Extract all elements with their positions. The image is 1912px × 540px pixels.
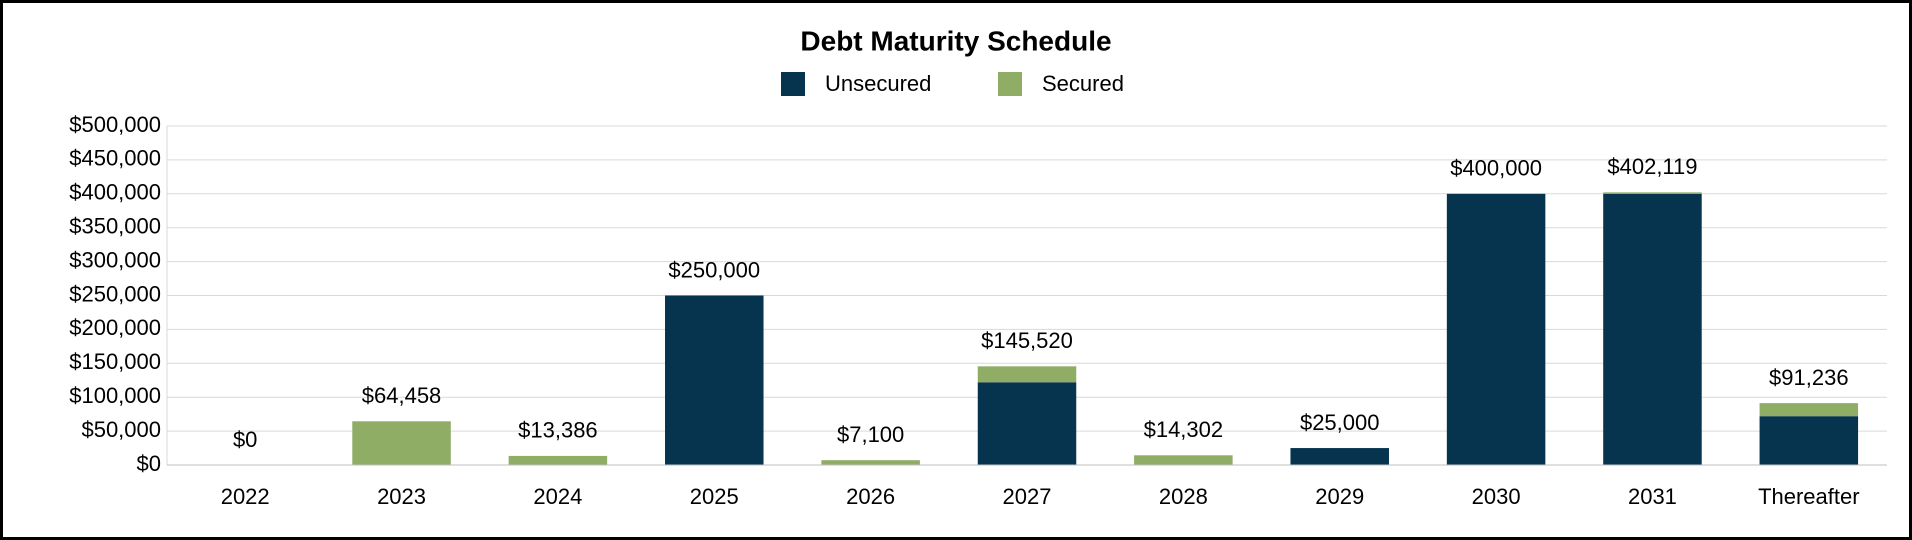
bar-segment bbox=[1134, 455, 1233, 465]
x-tick-label: 2022 bbox=[221, 484, 270, 509]
y-tick-label: $500,000 bbox=[69, 112, 161, 137]
total-label: $14,302 bbox=[1144, 417, 1224, 442]
x-tick-label: 2024 bbox=[533, 484, 582, 509]
total-label: $145,520 bbox=[981, 328, 1073, 353]
total-label: $0 bbox=[233, 427, 257, 452]
bar-segment bbox=[352, 421, 451, 465]
bar-segment bbox=[1446, 193, 1546, 466]
x-tick-label: 2023 bbox=[377, 484, 426, 509]
legend-label: Unsecured bbox=[825, 71, 931, 96]
total-label: $91,236 bbox=[1769, 365, 1849, 390]
total-label: $25,000 bbox=[1300, 410, 1380, 435]
x-tick-label: Thereafter bbox=[1758, 484, 1860, 509]
bar-segment bbox=[508, 455, 608, 465]
y-tick-label: $0 bbox=[137, 451, 161, 476]
y-tick-label: $150,000 bbox=[69, 349, 161, 374]
y-tick-label: $100,000 bbox=[69, 383, 161, 408]
y-tick-label: $250,000 bbox=[69, 281, 161, 306]
x-tick-label: 2031 bbox=[1628, 484, 1677, 509]
legend-swatch bbox=[781, 72, 805, 96]
bar-segment bbox=[977, 382, 1077, 465]
bar-segment bbox=[665, 295, 764, 465]
y-tick-label: $350,000 bbox=[69, 214, 161, 239]
x-tick-label: 2028 bbox=[1159, 484, 1208, 509]
x-tick-label: 2026 bbox=[846, 484, 895, 509]
y-tick-label: $300,000 bbox=[69, 247, 161, 272]
bar-segment bbox=[977, 366, 1077, 383]
y-tick-label: $50,000 bbox=[81, 417, 161, 442]
bar-segment bbox=[1759, 403, 1859, 417]
total-label: $402,119 bbox=[1607, 154, 1697, 179]
y-tick-label: $200,000 bbox=[69, 315, 161, 340]
bar-segment bbox=[821, 460, 920, 465]
bar-segment bbox=[1603, 192, 1702, 194]
total-label: $13,386 bbox=[518, 418, 598, 443]
legend-label: Secured bbox=[1042, 71, 1124, 96]
x-tick-label: 2030 bbox=[1472, 484, 1521, 509]
total-label: $400,000 bbox=[1450, 156, 1542, 181]
total-label: $64,458 bbox=[362, 383, 442, 408]
x-tick-label: 2027 bbox=[1003, 484, 1052, 509]
legend-swatch bbox=[998, 72, 1022, 96]
bar-segment bbox=[1603, 193, 1702, 466]
bar-segment bbox=[1290, 448, 1389, 465]
bar-segment bbox=[1759, 416, 1859, 465]
y-tick-label: $450,000 bbox=[69, 146, 161, 171]
x-tick-label: 2025 bbox=[690, 484, 739, 509]
total-label: $250,000 bbox=[668, 257, 760, 282]
x-tick-label: 2029 bbox=[1315, 484, 1364, 509]
y-tick-label: $400,000 bbox=[69, 180, 161, 205]
chart-title: Debt Maturity Schedule bbox=[800, 25, 1111, 56]
total-label: $7,100 bbox=[837, 422, 904, 447]
